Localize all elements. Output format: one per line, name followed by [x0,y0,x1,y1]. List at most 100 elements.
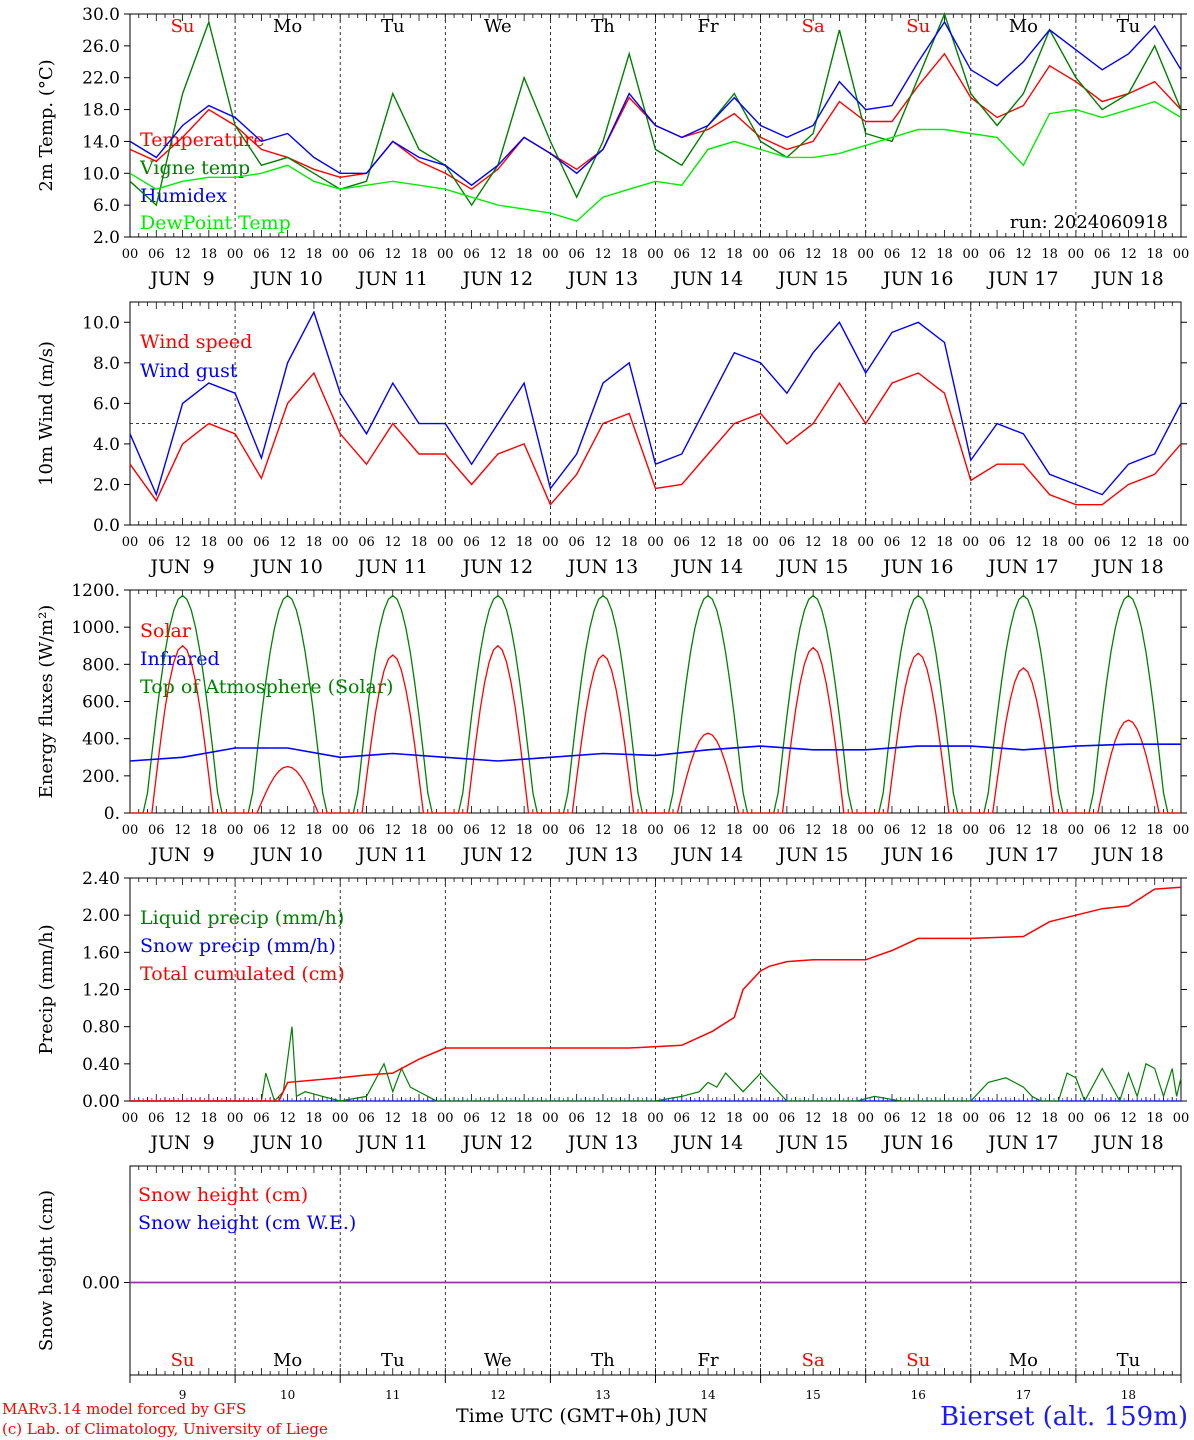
hour-tick-label: 12 [279,247,296,262]
hour-tick-label: 12 [700,1111,717,1126]
hour-tick-label: 00 [1068,823,1085,838]
hour-tick-label: 12 [174,535,191,550]
hour-tick-label: 18 [936,247,953,262]
weekday-label-top: Tu [381,16,405,37]
hour-tick-label: 00 [1068,1111,1085,1126]
hour-tick-label: 12 [1015,1111,1032,1126]
y-tick-label: 800. [82,655,120,675]
legend-total-cumulated-cm-: Total cumulated (cm) [140,963,345,985]
hour-tick-label: 00 [332,535,349,550]
date-label: JUN 12 [461,844,533,866]
hour-tick-label: 06 [568,1111,585,1126]
hour-tick-label: 12 [279,1111,296,1126]
hour-tick-label: 06 [779,247,796,262]
day-number-label: 12 [490,1388,505,1402]
weekday-label-top: We [484,16,512,37]
date-label: JUN 15 [776,268,848,290]
hour-tick-label: 12 [595,823,612,838]
weekday-label-bottom: Tu [381,1350,405,1371]
hour-tick-label: 00 [227,247,244,262]
y-tick-label: 2.00 [82,906,120,926]
hour-tick-label: 06 [779,823,796,838]
weekday-label-bottom: Su [906,1350,930,1371]
hour-tick-label: 12 [1120,823,1137,838]
hour-tick-label: 00 [963,823,980,838]
date-label: JUN 16 [881,1132,953,1154]
hour-tick-label: 18 [306,247,323,262]
hour-tick-label: 18 [1041,823,1058,838]
day-number-label: 9 [179,1388,187,1402]
hour-tick-label: 18 [411,535,428,550]
y-tick-label: 600. [82,693,120,713]
panel-wind: 0.0 2.0 4.0 6.0 8.0 10.0 10m Wind (m/s) 00 06 12 1… [36,301,1189,578]
hour-tick-label: 00 [963,247,980,262]
hour-tick-label: 06 [463,823,480,838]
hour-tick-label: 00 [857,535,874,550]
hour-tick-label: 12 [174,823,191,838]
hour-tick-label: 06 [884,823,901,838]
day-number-label: 13 [595,1388,610,1402]
hour-tick-label: 06 [148,535,165,550]
hour-tick-label: 12 [805,535,822,550]
y-tick-label: 2.40 [82,869,120,889]
legend-solar: Solar [140,620,192,642]
hour-tick-label: 00 [857,823,874,838]
hour-tick-label: 12 [1120,535,1137,550]
weekday-label-top: Mo [1009,16,1038,37]
hour-tick-label: 18 [936,823,953,838]
date-label: JUN 11 [356,844,428,866]
weekday-label-bottom: Tu [1117,1350,1141,1371]
y-tick-label: 0.80 [82,1018,120,1038]
hour-tick-label: 06 [989,823,1006,838]
hour-tick-label: 00 [963,535,980,550]
y-tick-label: 0. [104,804,120,824]
hour-tick-label: 18 [1146,535,1163,550]
day-number-label: 14 [700,1388,716,1402]
weekday-label-bottom: Mo [273,1350,302,1371]
hour-tick-label: 00 [857,247,874,262]
y-tick-label: 200. [82,767,120,787]
legend-snow-precip-mm-h-: Snow precip (mm/h) [140,935,336,957]
hour-tick-label: 00 [542,535,559,550]
hour-tick-label: 00 [437,823,454,838]
hour-tick-label: 06 [1094,1111,1111,1126]
hour-tick-label: 12 [700,823,717,838]
y-tick-label: 400. [82,730,120,750]
legend-infrared: Infrared [140,648,220,670]
run-annotation: run: 2024060918 [1010,212,1168,233]
hour-tick-label: 06 [989,1111,1006,1126]
date-label: JUN 18 [1091,1132,1163,1154]
y-tick-label: 0.0 [93,516,120,536]
hour-tick-label: 12 [805,247,822,262]
hour-tick-label: 06 [884,1111,901,1126]
hour-tick-label: 12 [1015,535,1032,550]
hour-tick-label: 00 [752,823,769,838]
weekday-label-top: Fr [698,16,719,37]
series-line-vigne-temp [129,11,1182,207]
date-label: JUN 14 [671,1132,743,1154]
date-label: JUN 9 [148,1132,214,1154]
hour-tick-label: 00 [647,1111,664,1126]
hour-tick-label: 00 [332,247,349,262]
legend-temperature: Temperature [140,129,264,151]
hour-tick-label: 06 [884,535,901,550]
date-label: JUN 16 [881,268,953,290]
hour-tick-label: 06 [253,247,270,262]
hour-tick-label: 18 [516,247,533,262]
y-tick-label: 0.00 [82,1274,120,1294]
hour-tick-label: 00 [437,535,454,550]
weekday-label-bottom: Fr [698,1350,719,1371]
date-label: JUN 15 [776,844,848,866]
date-label: JUN 10 [250,556,322,578]
hour-tick-label: 12 [910,823,927,838]
hour-tick-label: 12 [279,823,296,838]
hour-tick-label: 12 [384,247,401,262]
series-line-solar [130,644,1181,814]
date-label: JUN 9 [148,844,214,866]
panel-frame [129,301,1182,526]
hour-tick-label: 18 [621,535,638,550]
hour-tick-label: 00 [1068,535,1085,550]
hour-tick-label: 00 [1173,1111,1190,1126]
weekday-label-top: Mo [273,16,302,37]
